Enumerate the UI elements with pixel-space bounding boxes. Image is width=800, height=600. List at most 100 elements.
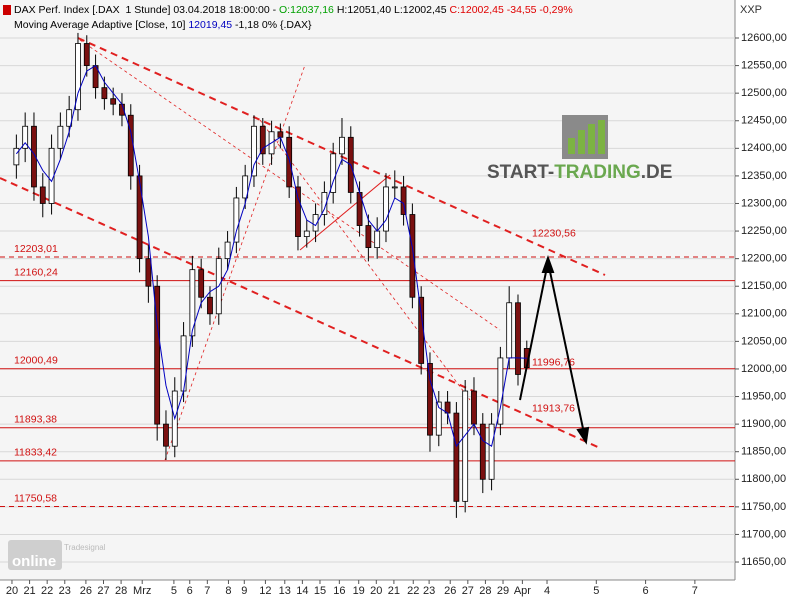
candle-body — [391, 186, 398, 189]
trend-line — [0, 177, 601, 449]
candle-body — [277, 131, 284, 138]
candle-body — [83, 43, 90, 66]
x-tick-label: 29 — [497, 585, 509, 597]
x-tick-label: 28 — [115, 585, 127, 597]
x-tick-label: 20 — [370, 585, 382, 597]
x-tick-label: 5 — [593, 585, 599, 597]
candle-body — [242, 175, 249, 199]
candle-body — [198, 269, 205, 298]
y-tick-label: 12300,00 — [741, 197, 787, 209]
levels: 12203,01 12160,24 12000,49 11893,38 11833,42… — [0, 228, 735, 508]
candle-body — [471, 390, 477, 425]
y-tick-label: 11850,00 — [741, 446, 786, 458]
y-tick-label: 12600,00 — [741, 32, 787, 44]
x-tick-label: 20 — [6, 585, 18, 597]
y-tick-label: 11750,00 — [741, 501, 786, 513]
candle-body — [39, 186, 46, 204]
candle-body — [312, 214, 319, 232]
level-label: 12160,24 — [14, 266, 58, 278]
x-tick-label: 6 — [187, 585, 193, 597]
y-tick-label: 12100,00 — [741, 308, 787, 320]
y-tick-label: 11800,00 — [741, 473, 786, 485]
logo-bar — [578, 130, 585, 154]
logo-bar — [588, 124, 595, 154]
candle-body — [400, 186, 407, 215]
candle-body — [189, 269, 196, 337]
trend-line — [299, 174, 391, 251]
candle-body — [66, 109, 73, 127]
y-tick-label: 11900,00 — [741, 418, 786, 430]
y-tick-label: 12350,00 — [741, 170, 787, 182]
y-tick-label: 12250,00 — [741, 225, 787, 237]
brand: Tradesignal online — [8, 540, 106, 570]
candle-body — [180, 335, 187, 392]
x-tick-label: 19 — [353, 585, 365, 597]
candle-body — [31, 125, 37, 188]
logo: START-TRADING.DE — [487, 115, 672, 183]
header-background — [0, 0, 600, 33]
x-tick-label: 21 — [23, 585, 35, 597]
candle-body — [75, 43, 81, 111]
logo-bar — [568, 138, 575, 154]
y-tick-label: 11650,00 — [741, 556, 786, 568]
candle-body — [321, 192, 328, 215]
logo-part: TRADING — [554, 162, 641, 183]
header-segment: 12019,45 — [188, 19, 232, 31]
x-tick-label: 9 — [241, 585, 247, 597]
candle-body — [101, 87, 108, 100]
y-tick-label: 12150,00 — [741, 280, 787, 292]
x-tick-label: 22 — [407, 585, 419, 597]
x-tick-label: 7 — [692, 585, 698, 597]
header-segment: -1,18 0% {.DAX} — [232, 19, 312, 31]
series-icon — [3, 5, 11, 15]
header-segment: C:12002,45 -34,55 -0,29% — [450, 4, 573, 16]
candle-body — [479, 423, 486, 480]
x-tick-label: Mrz — [133, 585, 151, 597]
x-axis-background — [0, 580, 735, 600]
x-tick-label: 13 — [279, 585, 291, 597]
level-label: 11750,58 — [14, 492, 57, 504]
x-tick-label: Apr — [514, 585, 531, 597]
symbol: XXP — [740, 4, 762, 16]
candle-body — [145, 258, 152, 287]
candle-body — [365, 225, 372, 249]
y-tick-label: 12400,00 — [741, 142, 787, 154]
y-tick-label: 12550,00 — [741, 59, 787, 71]
candle-body — [383, 186, 389, 232]
x-tick-label: 12 — [259, 585, 271, 597]
candle-body — [374, 230, 381, 249]
candle-body — [233, 197, 240, 243]
y-tick-label: 12050,00 — [741, 335, 787, 347]
candle-body — [462, 390, 469, 502]
x-tick-label: 23 — [423, 585, 435, 597]
candle-body — [127, 114, 134, 177]
y-tick-label: 12500,00 — [741, 87, 787, 99]
candle-body — [207, 296, 213, 315]
level-label: 11893,38 — [14, 414, 57, 426]
logo-text: START-TRADING.DE — [487, 162, 672, 183]
x-tick-label: 15 — [314, 585, 326, 597]
level-label: 12203,01 — [14, 243, 58, 255]
trend-line — [259, 119, 471, 401]
annotation: 12230,56 — [532, 228, 576, 240]
x-tick-label: 28 — [479, 585, 491, 597]
logo-part: .DE — [641, 162, 673, 183]
x-tick-label: 26 — [80, 585, 92, 597]
annotation: 11996,76 — [532, 357, 575, 369]
header-segment: H:12051,40 L:12002,45 — [334, 4, 450, 16]
candle-body — [259, 125, 266, 155]
brand-text: online — [12, 553, 56, 570]
x-tick-label: 22 — [41, 585, 53, 597]
candle-body — [339, 136, 345, 155]
level-label: 11833,42 — [14, 447, 57, 459]
x-tick-label: 26 — [444, 585, 456, 597]
candle-body — [286, 136, 293, 188]
y-tick-label: 11950,00 — [741, 390, 786, 402]
x-tick-label: 16 — [333, 585, 345, 597]
candle-body — [427, 363, 433, 436]
x-tick-label: 27 — [97, 585, 109, 597]
header-segment: O:12037,16 — [279, 4, 334, 16]
x-tick-label: 6 — [643, 585, 649, 597]
header-segment: Moving Average Adaptive [Close, 10] — [14, 19, 188, 31]
